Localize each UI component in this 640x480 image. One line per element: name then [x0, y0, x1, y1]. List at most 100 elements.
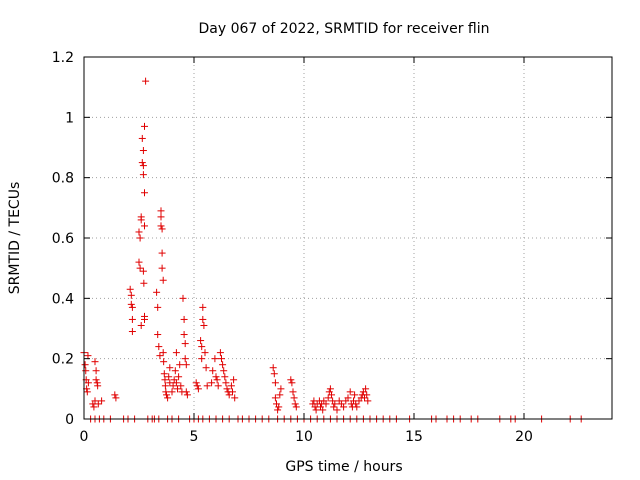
data-point	[156, 352, 164, 360]
data-point	[174, 385, 181, 393]
data-point	[84, 352, 92, 360]
data-point	[128, 328, 136, 336]
data-point	[137, 216, 145, 224]
data-point	[193, 382, 201, 390]
data-point	[203, 382, 211, 390]
data-point	[157, 222, 165, 230]
data-point	[221, 373, 229, 381]
data-point	[160, 370, 168, 378]
data-point	[340, 403, 348, 411]
data-point	[344, 394, 352, 402]
data-point	[168, 388, 176, 396]
data-point	[290, 394, 298, 402]
data-point	[163, 391, 170, 399]
data-point	[177, 382, 185, 390]
data-point	[197, 337, 205, 345]
data-point	[211, 355, 219, 363]
data-point	[83, 388, 91, 396]
grid-lines	[84, 57, 612, 419]
data-point	[229, 388, 236, 396]
data-point	[328, 391, 335, 399]
data-point	[139, 267, 147, 275]
data-point	[220, 367, 228, 375]
data-point	[94, 400, 102, 408]
data-point	[292, 403, 300, 411]
y-tick-label: 0.6	[52, 231, 74, 247]
data-point	[223, 385, 231, 393]
data-point	[176, 361, 184, 369]
data-point	[141, 315, 148, 323]
data-point	[161, 382, 169, 390]
data-point	[180, 315, 188, 323]
data-point	[139, 162, 147, 170]
data-point	[141, 122, 148, 130]
x-tick-label: 20	[515, 429, 533, 445]
data-point	[127, 291, 135, 299]
data-point	[138, 159, 146, 167]
data-point	[175, 373, 183, 381]
data-point	[172, 379, 180, 387]
data-point	[158, 249, 166, 257]
axis-ticks	[83, 56, 612, 420]
data-point	[169, 382, 177, 390]
y-axis-label: SRMTID / TECUs	[7, 182, 23, 295]
y-tick-label: 0.8	[52, 171, 74, 187]
data-point	[271, 394, 279, 402]
data-point	[198, 355, 206, 363]
data-point	[172, 349, 180, 357]
data-point	[141, 189, 148, 197]
data-point	[225, 391, 233, 399]
chart-title: Day 067 of 2022, SRMTID for receiver fli…	[199, 21, 490, 37]
data-point	[182, 361, 190, 369]
data-point	[153, 288, 161, 296]
data-point	[171, 367, 179, 375]
data-point	[331, 400, 339, 408]
data-point	[364, 397, 372, 405]
y-tick-label: 1.2	[52, 50, 74, 66]
x-tick-label: 15	[405, 429, 423, 445]
data-point	[192, 379, 200, 387]
data-point	[160, 358, 168, 366]
data-point	[202, 364, 210, 372]
data-point	[271, 379, 279, 387]
data-point	[208, 379, 216, 387]
data-point	[128, 315, 136, 323]
data-point	[363, 391, 371, 399]
data-points	[80, 77, 585, 423]
data-point	[183, 391, 191, 399]
data-point	[274, 406, 282, 414]
data-point	[181, 355, 189, 363]
data-point	[276, 391, 284, 399]
data-point	[319, 406, 327, 414]
data-point	[270, 370, 278, 378]
data-point	[158, 264, 166, 272]
data-point	[157, 213, 165, 221]
data-point	[138, 134, 146, 142]
x-tick-label: 5	[190, 429, 199, 445]
data-point	[216, 349, 224, 357]
data-point	[289, 388, 297, 396]
x-tick-label: 0	[80, 429, 89, 445]
data-point	[155, 343, 163, 351]
data-point	[182, 388, 190, 396]
data-point	[200, 321, 208, 329]
data-point	[194, 385, 202, 393]
data-point	[91, 358, 99, 366]
data-point	[162, 388, 170, 396]
data-point	[165, 373, 173, 381]
data-point	[94, 382, 102, 390]
data-point	[159, 349, 167, 357]
y-tick-label: 0	[65, 412, 74, 428]
data-point	[330, 403, 338, 411]
data-point	[362, 385, 370, 393]
data-point	[277, 385, 285, 393]
data-point	[324, 394, 332, 402]
data-point	[353, 403, 361, 411]
data-point	[346, 388, 354, 396]
data-point	[154, 303, 162, 311]
data-point	[179, 294, 187, 302]
data-point	[209, 367, 217, 375]
data-point	[82, 367, 90, 375]
data-point	[199, 303, 207, 311]
